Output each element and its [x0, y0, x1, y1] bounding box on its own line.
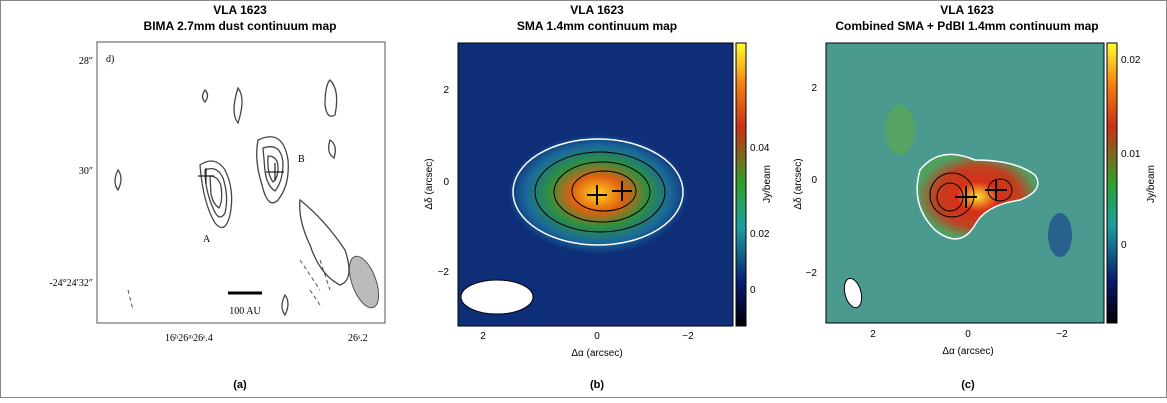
x-tick-label: 16ʰ26ᵐ26ˢ.4	[165, 333, 213, 344]
plot-box	[96, 41, 386, 324]
contours	[114, 79, 380, 317]
y-axis-label: Δδ (arcsec)	[793, 158, 804, 209]
y-tick-label: −2	[806, 268, 818, 279]
panel-b: VLA 1623 SMA 1.4mm continuum map 0.04 0.…	[424, 3, 773, 391]
caption: (c)	[961, 379, 975, 391]
x-tick-label: −2	[1056, 329, 1068, 340]
colorbar	[735, 42, 747, 327]
panel-label: d)	[106, 54, 114, 65]
y-tick-label: 30″	[79, 166, 93, 177]
source-label: A	[203, 234, 211, 245]
x-tick-label: 2	[870, 329, 876, 340]
scale-label: 100 AU	[229, 306, 261, 317]
y-tick-label: −2	[438, 267, 450, 278]
x-tick-label: 0	[594, 331, 600, 342]
emission	[916, 153, 1039, 240]
subtitle: SMA 1.4mm continuum map	[517, 19, 677, 33]
y-tick-label: 28″	[79, 56, 93, 67]
title: VLA 1623	[570, 3, 624, 17]
source-label: B	[298, 154, 305, 165]
x-axis-label: Δα (arcsec)	[942, 346, 993, 357]
subtitle: BIMA 2.7mm dust continuum map	[144, 19, 337, 33]
y-tick-label: 2	[811, 83, 817, 94]
colorbar-label: Jy/beam	[1146, 165, 1157, 203]
x-tick-label: −2	[682, 331, 694, 342]
y-tick-label: 2	[443, 85, 449, 96]
x-axis-label: Δα (arcsec)	[571, 348, 622, 359]
colorbar-tick-label: 0.04	[750, 143, 770, 154]
colorbar-tick-label: 0	[750, 285, 756, 296]
y-tick-label: 0	[811, 175, 817, 186]
y-tick-label: 0	[443, 177, 449, 188]
title: VLA 1623	[213, 3, 267, 17]
panel-a: VLA 1623 BIMA 2.7mm dust continuum map d…	[49, 3, 386, 391]
x-tick-label: 2	[480, 331, 486, 342]
title: VLA 1623	[940, 3, 994, 17]
colorbar	[1106, 42, 1118, 324]
caption: (b)	[590, 379, 604, 391]
caption: (a)	[233, 379, 247, 391]
x-tick-label: 0	[965, 329, 971, 340]
colorbar-tick-label: 0.02	[1121, 55, 1141, 66]
y-tick-label: -24°24′32″	[49, 278, 93, 289]
colorbar-tick-label: 0	[1121, 240, 1127, 251]
panel-c: VLA 1623 Combined SMA + PdBI 1.4mm conti…	[793, 3, 1157, 391]
x-tick-label: 26ˢ.2	[348, 333, 368, 344]
subtitle: Combined SMA + PdBI 1.4mm continuum map	[835, 19, 1098, 33]
y-axis-label: Δδ (arcsec)	[424, 158, 435, 209]
colorbar-tick-label: 0.02	[750, 229, 770, 240]
colorbar-tick-label: 0.01	[1121, 149, 1141, 160]
colorbar-label: Jy/beam	[762, 165, 773, 203]
